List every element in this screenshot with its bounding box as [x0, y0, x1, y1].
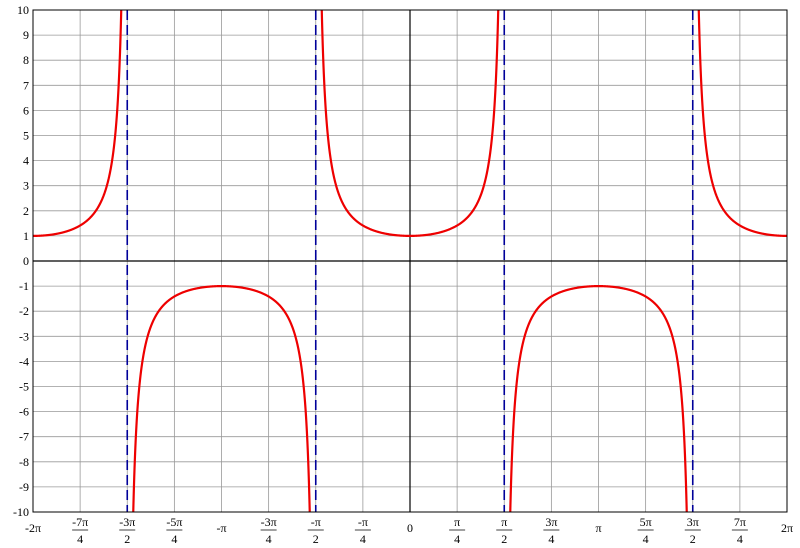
- x-tick-fraction: -3π4: [261, 515, 277, 546]
- x-tick-label: 0: [407, 521, 413, 535]
- plot-frame: [32, 9, 788, 513]
- x-tick-numerator: -π: [358, 515, 368, 529]
- x-tick-label: -2π: [25, 521, 41, 535]
- y-tick-label: 2: [23, 204, 29, 218]
- x-tick-denominator: 4: [454, 532, 460, 546]
- asymptotes: [126, 10, 694, 512]
- sec-branch: [320, 10, 500, 237]
- x-tick-fraction: -π 4: [354, 515, 371, 546]
- x-tick-denominator: 4: [77, 532, 83, 546]
- y-tick-label: 1: [23, 229, 29, 243]
- x-tick-numerator: π: [501, 515, 507, 529]
- x-tick-fraction: -5π4: [166, 515, 182, 546]
- y-tick-label: 3: [23, 179, 29, 193]
- x-tick-denominator: 2: [313, 532, 319, 546]
- y-tick-label: -3: [19, 329, 29, 343]
- x-tick-numerator: 3π: [545, 515, 557, 529]
- y-tick-label: 5: [23, 129, 29, 143]
- x-tick-fraction: 3π2: [684, 515, 701, 546]
- x-tick-denominator: 4: [737, 532, 743, 546]
- y-tick-label: -5: [19, 380, 29, 394]
- x-tick-denominator: 4: [548, 532, 554, 546]
- y-tick-label: 6: [23, 103, 29, 117]
- x-tick-numerator: 5π: [640, 515, 652, 529]
- x-tick-label: 2π: [781, 521, 793, 535]
- y-tick-label: -10: [13, 505, 29, 519]
- y-tick-label: -6: [19, 405, 29, 419]
- axes: [33, 10, 787, 512]
- curves: [33, 10, 787, 512]
- y-tick-label: 4: [23, 154, 29, 168]
- x-tick-fraction: 5π4: [637, 515, 654, 546]
- x-tick-denominator: 4: [643, 532, 649, 546]
- y-tick-label: -4: [19, 354, 29, 368]
- x-tick-denominator: 4: [266, 532, 272, 546]
- x-tick-numerator: π: [454, 515, 460, 529]
- sec-branch: [132, 285, 311, 512]
- x-tick-denominator: 2: [501, 532, 507, 546]
- x-tick-fraction: -3π2: [119, 515, 135, 546]
- x-tick-label: π: [595, 521, 601, 535]
- x-tick-numerator: -5π: [166, 515, 182, 529]
- x-tick-denominator: 4: [360, 532, 366, 546]
- y-tick-label: 7: [23, 78, 29, 92]
- x-tick-fraction: -π 2: [307, 515, 324, 546]
- sec-branch: [33, 10, 123, 237]
- y-tick-label: -7: [19, 430, 29, 444]
- y-tick-label: -8: [19, 455, 29, 469]
- x-tick-numerator: -π: [311, 515, 321, 529]
- y-tick-label: -9: [19, 480, 29, 494]
- y-tick-label: 8: [23, 53, 29, 67]
- x-tick-numerator: 7π: [734, 515, 746, 529]
- x-tick-fraction: 7π4: [731, 515, 748, 546]
- x-tick-numerator: -3π: [119, 515, 135, 529]
- x-tick-fraction: π2: [496, 515, 513, 546]
- x-tick-fraction: -7π4: [72, 515, 88, 546]
- y-tick-label: -1: [19, 279, 29, 293]
- y-tick-label: 9: [23, 28, 29, 42]
- x-tick-fraction: 3π4: [543, 515, 560, 546]
- x-tick-denominator: 4: [171, 532, 177, 546]
- x-tick-denominator: 2: [690, 532, 696, 546]
- x-tick-numerator: -3π: [261, 515, 277, 529]
- x-tick-numerator: 3π: [687, 515, 699, 529]
- y-tick-label: 10: [17, 3, 29, 17]
- y-tick-label: -2: [19, 304, 29, 318]
- x-tick-fraction: π4: [449, 515, 466, 546]
- sec-branch: [509, 285, 688, 512]
- x-tick-numerator: -7π: [72, 515, 88, 529]
- y-tick-label: 0: [23, 254, 29, 268]
- x-tick-denominator: 2: [124, 532, 130, 546]
- x-tick-label: -π: [216, 521, 226, 535]
- sec-branch: [697, 10, 787, 237]
